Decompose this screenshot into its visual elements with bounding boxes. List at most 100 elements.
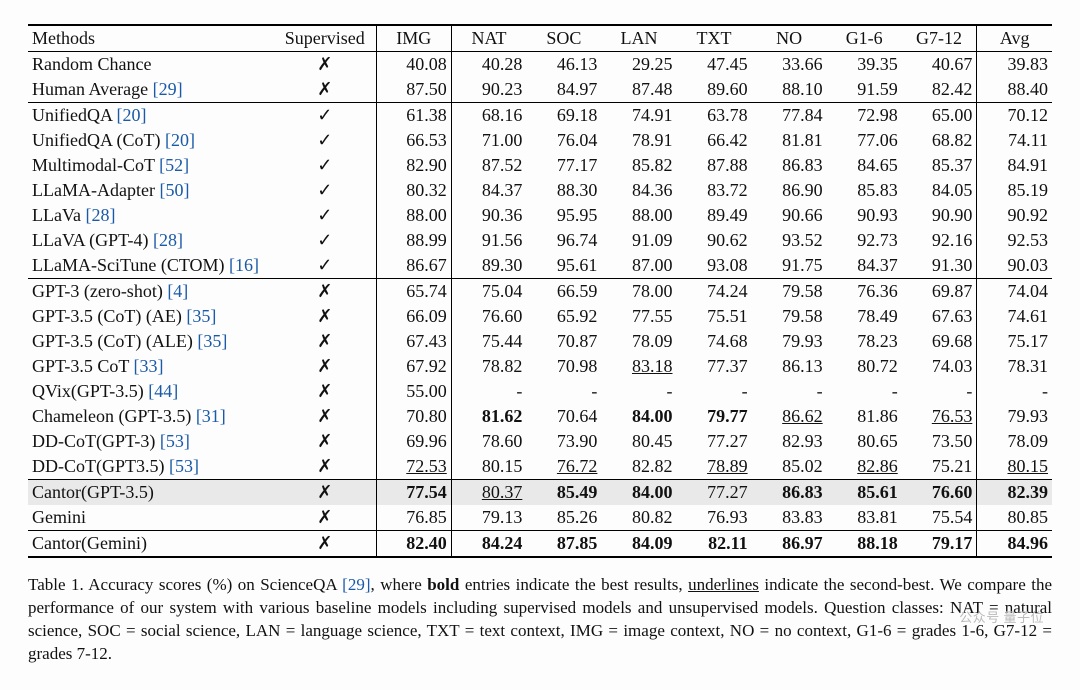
value-cell: 79.58 bbox=[752, 304, 827, 329]
value-cell: 84.09 bbox=[601, 531, 676, 558]
value-cell: 39.83 bbox=[977, 52, 1052, 78]
table-row: UnifiedQA [20]✓61.3868.1669.1874.9163.78… bbox=[28, 103, 1052, 129]
value-cell: 73.90 bbox=[526, 429, 601, 454]
citation: [53] bbox=[169, 456, 199, 476]
supervised-cell: ✗ bbox=[274, 429, 376, 454]
value-cell: 72.53 bbox=[376, 454, 451, 480]
supervised-cell: ✓ bbox=[274, 253, 376, 279]
citation: [20] bbox=[165, 130, 195, 150]
supervised-cell: ✗ bbox=[274, 379, 376, 404]
method-cell: Gemini bbox=[28, 505, 274, 531]
value-cell: 65.00 bbox=[902, 103, 977, 129]
value-cell: 85.26 bbox=[526, 505, 601, 531]
table-row: GPT-3 (zero-shot) [4]✗65.7475.0466.5978.… bbox=[28, 279, 1052, 305]
value-cell: 90.62 bbox=[677, 228, 752, 253]
value-cell: 81.81 bbox=[752, 128, 827, 153]
value-cell: 82.42 bbox=[902, 77, 977, 103]
caption-underline-word: underlines bbox=[688, 575, 759, 594]
citation: [35] bbox=[186, 306, 216, 326]
caption-text: Accuracy scores (%) on ScienceQA bbox=[84, 575, 342, 594]
value-cell: 33.66 bbox=[752, 52, 827, 78]
value-cell: 75.21 bbox=[902, 454, 977, 480]
table-header-cell: TXT bbox=[677, 25, 752, 52]
value-cell: 69.87 bbox=[902, 279, 977, 305]
value-cell: 95.95 bbox=[526, 203, 601, 228]
table-header-cell: NAT bbox=[451, 25, 526, 52]
value-cell: 80.82 bbox=[601, 505, 676, 531]
citation: [35] bbox=[197, 331, 227, 351]
value-cell: 74.61 bbox=[977, 304, 1052, 329]
value-cell: 63.78 bbox=[677, 103, 752, 129]
value-cell: 77.54 bbox=[376, 480, 451, 506]
value-cell: 66.42 bbox=[677, 128, 752, 153]
value-cell: 79.17 bbox=[902, 531, 977, 558]
value-cell: 82.86 bbox=[827, 454, 902, 480]
value-cell: 40.28 bbox=[451, 52, 526, 78]
value-cell: 81.62 bbox=[451, 404, 526, 429]
value-cell: 76.85 bbox=[376, 505, 451, 531]
value-cell: 92.53 bbox=[977, 228, 1052, 253]
value-cell: 76.72 bbox=[526, 454, 601, 480]
table-row: GPT-3.5 CoT [33]✗67.9278.8270.9883.1877.… bbox=[28, 354, 1052, 379]
table-header-cell: LAN bbox=[601, 25, 676, 52]
value-cell: 65.92 bbox=[526, 304, 601, 329]
value-cell: 78.91 bbox=[601, 128, 676, 153]
value-cell: 84.24 bbox=[451, 531, 526, 558]
table-row: GPT-3.5 (CoT) (ALE) [35]✗67.4375.4470.87… bbox=[28, 329, 1052, 354]
table-row: Multimodal-CoT [52]✓82.9087.5277.1785.82… bbox=[28, 153, 1052, 178]
value-cell: 86.90 bbox=[752, 178, 827, 203]
value-cell: 71.00 bbox=[451, 128, 526, 153]
value-cell: 61.38 bbox=[376, 103, 451, 129]
value-cell: 74.91 bbox=[601, 103, 676, 129]
supervised-cell: ✓ bbox=[274, 103, 376, 129]
value-cell: 78.23 bbox=[827, 329, 902, 354]
table-row: UnifiedQA (CoT) [20]✓66.5371.0076.0478.9… bbox=[28, 128, 1052, 153]
value-cell: 83.81 bbox=[827, 505, 902, 531]
value-cell: 77.06 bbox=[827, 128, 902, 153]
value-cell: - bbox=[827, 379, 902, 404]
value-cell: 80.65 bbox=[827, 429, 902, 454]
value-cell: 95.61 bbox=[526, 253, 601, 279]
value-cell: 73.50 bbox=[902, 429, 977, 454]
value-cell: 87.85 bbox=[526, 531, 601, 558]
value-cell: 89.30 bbox=[451, 253, 526, 279]
method-cell: LLaVA (GPT-4) [28] bbox=[28, 228, 274, 253]
value-cell: 67.92 bbox=[376, 354, 451, 379]
value-cell: 90.93 bbox=[827, 203, 902, 228]
method-cell: GPT-3.5 (CoT) (AE) [35] bbox=[28, 304, 274, 329]
value-cell: 84.00 bbox=[601, 480, 676, 506]
table-row: Chameleon (GPT-3.5) [31]✗70.8081.6270.64… bbox=[28, 404, 1052, 429]
method-cell: GPT-3.5 CoT [33] bbox=[28, 354, 274, 379]
value-cell: 91.30 bbox=[902, 253, 977, 279]
method-cell: Cantor(Gemini) bbox=[28, 531, 274, 558]
citation: [53] bbox=[160, 431, 190, 451]
value-cell: 69.18 bbox=[526, 103, 601, 129]
supervised-cell: ✗ bbox=[274, 404, 376, 429]
value-cell: 75.51 bbox=[677, 304, 752, 329]
value-cell: 72.98 bbox=[827, 103, 902, 129]
supervised-cell: ✗ bbox=[274, 480, 376, 506]
value-cell: 69.68 bbox=[902, 329, 977, 354]
method-cell: UnifiedQA [20] bbox=[28, 103, 274, 129]
method-cell: Random Chance bbox=[28, 52, 274, 78]
table-row: LLaVa [28]✓88.0090.3695.9588.0089.4990.6… bbox=[28, 203, 1052, 228]
value-cell: - bbox=[752, 379, 827, 404]
value-cell: 82.90 bbox=[376, 153, 451, 178]
citation: [4] bbox=[167, 281, 188, 301]
value-cell: - bbox=[902, 379, 977, 404]
table-header-cell: IMG bbox=[376, 25, 451, 52]
value-cell: 86.97 bbox=[752, 531, 827, 558]
supervised-cell: ✗ bbox=[274, 279, 376, 305]
table-row: LLaMA-Adapter [50]✓80.3284.3788.3084.368… bbox=[28, 178, 1052, 203]
value-cell: 90.03 bbox=[977, 253, 1052, 279]
value-cell: 82.40 bbox=[376, 531, 451, 558]
value-cell: 70.64 bbox=[526, 404, 601, 429]
value-cell: 68.82 bbox=[902, 128, 977, 153]
table-row: Cantor(Gemini) ✗82.4084.2487.8584.0982.1… bbox=[28, 531, 1052, 558]
value-cell: 84.96 bbox=[977, 531, 1052, 558]
value-cell: 75.17 bbox=[977, 329, 1052, 354]
value-cell: 86.13 bbox=[752, 354, 827, 379]
value-cell: 80.85 bbox=[977, 505, 1052, 531]
table-row: Gemini ✗76.8579.1385.2680.8276.9383.8383… bbox=[28, 505, 1052, 531]
value-cell: 82.11 bbox=[677, 531, 752, 558]
